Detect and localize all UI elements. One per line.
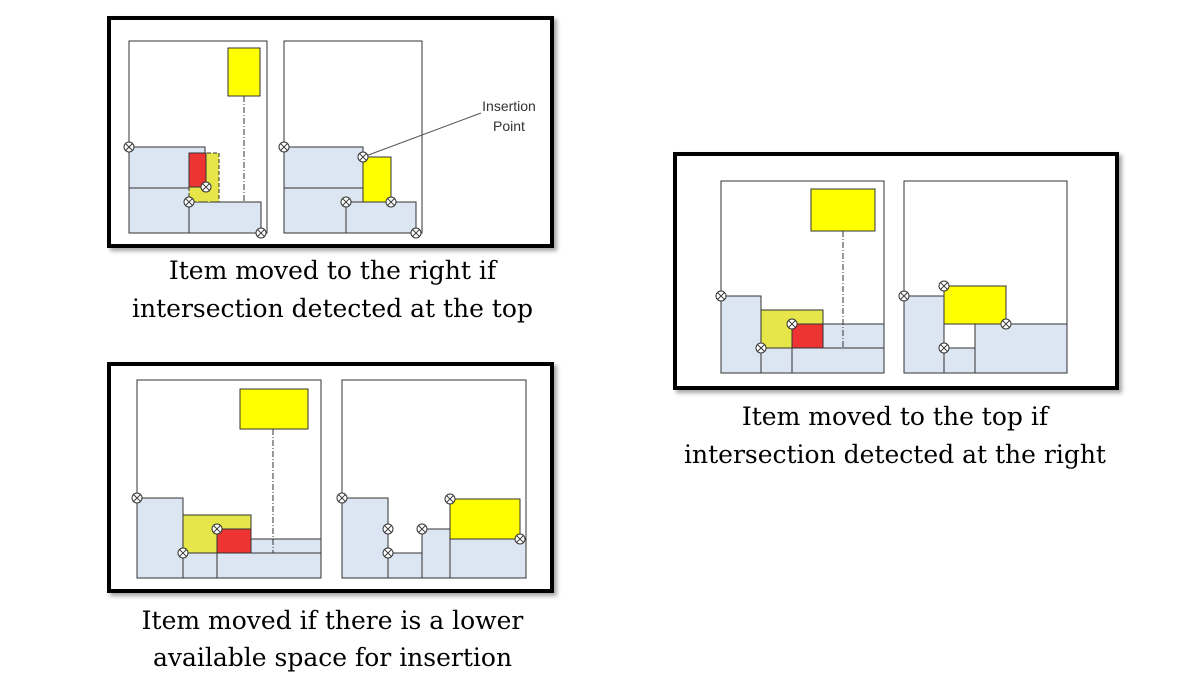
caption-lower-space: Item moved if there is a lower available… xyxy=(80,602,585,676)
caption-line: Item moved if there is a lower xyxy=(141,606,524,635)
yellow-item xyxy=(239,388,309,430)
insertion-point-marker xyxy=(938,280,950,292)
placed-region xyxy=(720,295,762,374)
insertion-point-marker xyxy=(200,181,212,193)
insertion-point-marker xyxy=(340,196,352,208)
placed-region xyxy=(136,497,184,579)
diagram-right-move: Insertion Point xyxy=(123,40,536,239)
insertion-point-marker xyxy=(183,196,195,208)
placed-region xyxy=(247,538,322,554)
insertion-point-label: Point xyxy=(493,118,525,134)
yellow-item xyxy=(227,47,261,97)
placed-region xyxy=(345,201,417,234)
insertion-point-marker xyxy=(1000,318,1012,330)
insertion-point-marker xyxy=(123,141,135,153)
caption-line: intersection detected at the top xyxy=(132,294,533,323)
placed-region xyxy=(421,528,451,579)
caption-line: intersection detected at the right xyxy=(684,440,1106,469)
placed-region xyxy=(188,201,262,234)
insertion-point-marker xyxy=(255,227,267,239)
yellow-item xyxy=(943,285,1007,325)
placed-region xyxy=(903,295,945,374)
panel-top-move xyxy=(673,152,1119,390)
caption-line: Item moved to the top if xyxy=(741,402,1049,431)
insertion-point-marker xyxy=(514,533,526,545)
diagram-lower-space xyxy=(131,379,527,579)
insertion-point-marker xyxy=(938,342,950,354)
insertion-point-marker xyxy=(336,492,348,504)
insertion-point-marker xyxy=(410,227,422,239)
insertion-point-marker xyxy=(177,547,189,559)
placed-region xyxy=(822,323,885,349)
yellow-item xyxy=(362,156,392,203)
insertion-point-marker xyxy=(278,141,290,153)
placed-region xyxy=(387,552,423,579)
caption-line: available space for insertion xyxy=(152,643,513,672)
yellow-item xyxy=(810,188,876,232)
insertion-point-marker xyxy=(755,342,767,354)
placed-region xyxy=(943,347,976,374)
diagram-top-move xyxy=(715,180,1068,374)
insertion-point-marker xyxy=(357,151,369,163)
placed-region xyxy=(341,497,389,579)
insertion-point-marker xyxy=(211,523,223,535)
caption-top-move: Item moved to the top if intersection de… xyxy=(650,398,1140,474)
insertion-point-marker xyxy=(382,547,394,559)
insertion-point-marker xyxy=(715,290,727,302)
placed-region xyxy=(182,552,322,579)
insertion-point-marker xyxy=(385,196,397,208)
placed-region xyxy=(760,347,885,374)
insertion-point-marker xyxy=(382,523,394,535)
caption-line: Item moved to the right if xyxy=(168,256,497,285)
intersect-item xyxy=(791,323,824,349)
insertion-point-marker xyxy=(898,290,910,302)
insertion-point-marker xyxy=(444,493,456,505)
intersect-item xyxy=(216,528,252,554)
insertion-point-marker xyxy=(131,492,143,504)
insertion-point-marker xyxy=(416,523,428,535)
insertion-point-marker xyxy=(786,318,798,330)
panel-lower-space xyxy=(107,362,554,593)
placed-region xyxy=(449,538,527,579)
intersect-item xyxy=(188,152,207,188)
yellow-item xyxy=(449,498,521,540)
panel-right-move: Insertion Point xyxy=(107,16,554,248)
insertion-point-label: Insertion xyxy=(482,98,536,114)
caption-right-move: Item moved to the right if intersection … xyxy=(80,252,585,328)
placed-region xyxy=(974,323,1068,374)
